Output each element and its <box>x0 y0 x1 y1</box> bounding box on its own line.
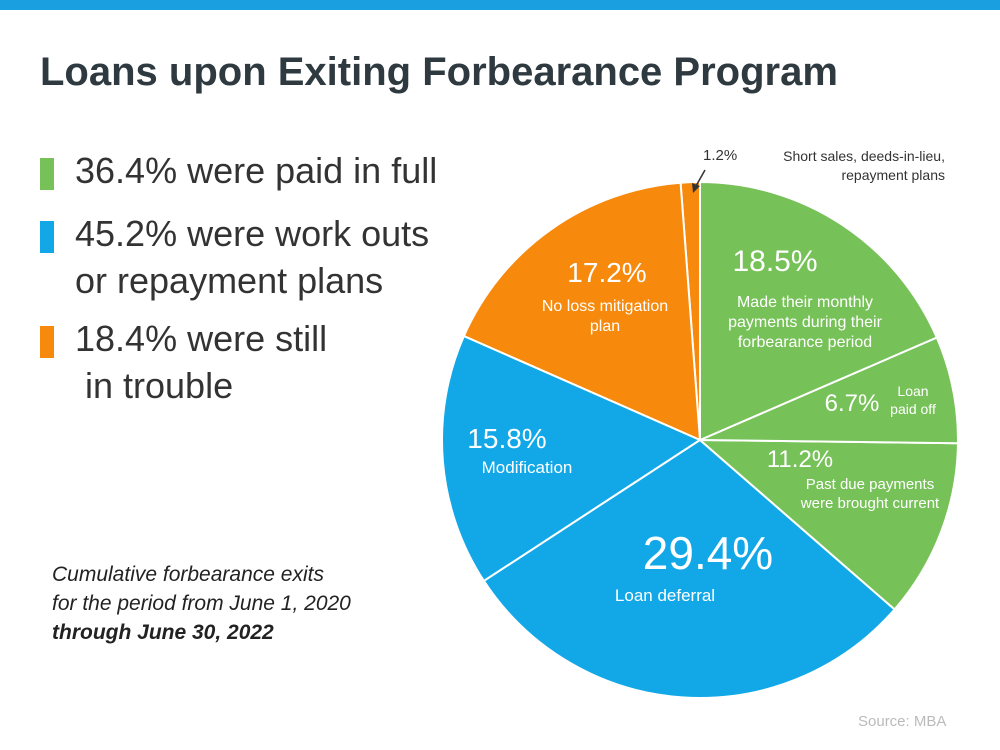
pie-slice <box>482 438 897 699</box>
top-bar <box>0 0 1000 10</box>
legend-text: 45.2% were work outs <box>75 213 430 254</box>
legend-swatch <box>40 158 54 190</box>
slice-label: No loss mitigation plan <box>541 298 669 335</box>
legend-swatch <box>40 326 54 358</box>
legend-text: 36.4% were paid in full <box>75 150 438 191</box>
chart-title: Loans upon Exiting Forbearance Program <box>40 50 838 94</box>
legend-swatch <box>40 221 54 253</box>
legend-text: in trouble <box>85 365 234 406</box>
footnote: Cumulative forbearance exits <box>52 563 324 586</box>
legend-text: or repayment plans <box>75 260 384 301</box>
slice-value-label: 18.5% <box>732 245 818 278</box>
pie-slice <box>697 438 959 611</box>
callout-arrow <box>695 169 706 187</box>
slice-label: Made their monthly payments during their… <box>728 294 882 351</box>
slice-value-label: 6.7% <box>824 390 880 417</box>
slice-value-label: 11.2% <box>766 446 834 473</box>
slice-value-label: 1.2% <box>703 147 738 164</box>
pie-slice <box>462 181 702 442</box>
pie-slice <box>699 180 939 442</box>
slice-label: Loan paid off <box>890 383 936 417</box>
slice-label: Loan deferral <box>614 586 716 605</box>
slice-label: Modification <box>481 458 573 477</box>
footnote: through June 30, 2022 <box>52 621 274 644</box>
source: Source: MBA <box>858 713 947 730</box>
slice-value-label: 29.4% <box>642 527 774 579</box>
footnote: for the period from June 1, 2020 <box>52 592 351 615</box>
slice-value-label: 17.2% <box>567 257 647 288</box>
slice-label: Past due payments were brought current <box>800 476 940 512</box>
pie-slice <box>699 336 959 445</box>
callout-arrowhead <box>692 183 700 193</box>
legend-text: 18.4% were still <box>75 318 328 359</box>
slice-value-label: 15.8% <box>467 423 547 454</box>
slice-label: Short sales, deeds-in-lieu, repayment pl… <box>783 148 945 183</box>
pie-slice <box>441 334 703 583</box>
